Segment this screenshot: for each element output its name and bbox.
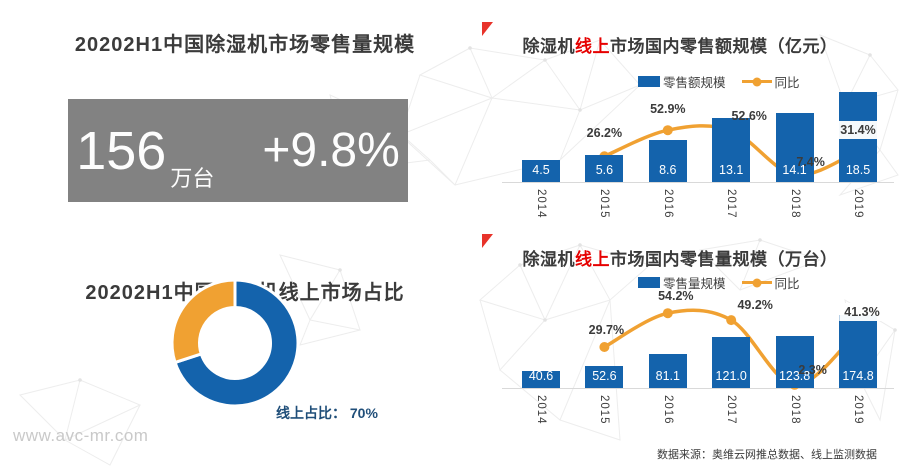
bar-value-label: 8.6 bbox=[659, 163, 677, 177]
trend-line-layer bbox=[599, 308, 863, 390]
legend: 零售额规模 同比 bbox=[638, 72, 800, 91]
bar-value-label: 18.5 bbox=[845, 163, 871, 177]
year-axis-label: 2019 bbox=[852, 395, 864, 425]
bar bbox=[839, 315, 877, 388]
retail-volume-chart: 除湿机线上市场国内零售量规模（万台） 零售量规模 同比 40.6 2014 52.6… bbox=[460, 234, 900, 458]
legend-bar-series: 零售量规模 bbox=[638, 273, 726, 292]
trend-dot bbox=[662, 308, 673, 319]
year-axis-label: 2019 bbox=[852, 189, 864, 219]
trend-pct-label: 54.2% bbox=[658, 289, 694, 304]
trend-dot bbox=[726, 315, 737, 326]
x-axis-line bbox=[502, 388, 894, 389]
market-volume-value: 156 bbox=[76, 120, 167, 181]
bar bbox=[712, 337, 751, 388]
donut-chart bbox=[170, 278, 300, 408]
trend-pct-label: 31.4% bbox=[835, 121, 881, 140]
year-axis-label: 2018 bbox=[788, 189, 801, 219]
line-dot-icon bbox=[752, 278, 762, 287]
trend-pct-label: 52.9% bbox=[650, 102, 686, 117]
trend-dot bbox=[662, 125, 673, 136]
market-growth-value: +9.8% bbox=[262, 123, 400, 177]
red-accent-icon bbox=[482, 22, 493, 36]
market-volume-title: 20202H1中国除湿机市场零售量规模 bbox=[74, 34, 416, 56]
bar bbox=[775, 336, 814, 388]
bar-value-label: 81.1 bbox=[655, 369, 680, 383]
legend-line-series: 同比 bbox=[741, 273, 800, 292]
bar-value-label: 121.0 bbox=[715, 369, 747, 383]
trend-pct-label: 2.3% bbox=[798, 362, 827, 377]
bar-value-label: 4.5 bbox=[532, 163, 550, 177]
year-axis-label: 2015 bbox=[598, 189, 611, 219]
line-series-swatch-icon bbox=[741, 278, 772, 287]
plot-area: 4.5 2014 5.6 2015 8.6 2016 13.1 2017 14.1 2018 18.… bbox=[460, 20, 900, 238]
bar-value-label: 5.6 bbox=[595, 163, 614, 177]
title-highlight: 线上 bbox=[575, 250, 610, 269]
year-axis-label: 2014 bbox=[535, 189, 547, 219]
legend-line-series: 同比 bbox=[741, 72, 800, 91]
title-suffix: 市场国内零售额规模（亿元） bbox=[610, 37, 838, 56]
legend-bar-label: 零售量规模 bbox=[663, 277, 726, 291]
chart-title: 除湿机线上市场国内零售额规模（亿元） bbox=[460, 32, 900, 57]
year-axis-label: 2016 bbox=[661, 189, 674, 219]
bar-value-label: 123.8 bbox=[778, 369, 811, 383]
bar-value-label: 40.6 bbox=[528, 369, 554, 383]
line-dot-icon bbox=[752, 77, 762, 86]
bar bbox=[585, 366, 624, 388]
trend-pct-label: 41.3% bbox=[839, 303, 885, 321]
donut-slice-线上 bbox=[173, 278, 300, 408]
retail-value-chart: 除湿机线上市场国内零售额规模（亿元） 零售额规模 同比 4.5 2014 5.6 20… bbox=[460, 20, 900, 238]
bar-value-label: 14.1 bbox=[782, 163, 807, 177]
data-source-note: 数据来源：奥维云网推总数据、线上监测数据 bbox=[657, 449, 877, 461]
year-axis-label: 2016 bbox=[661, 395, 674, 425]
trend-pct-label: 7.4% bbox=[796, 154, 825, 169]
watermark: www.avc-mr.com bbox=[13, 426, 149, 445]
bar bbox=[648, 140, 687, 182]
legend-line-label: 同比 bbox=[774, 76, 800, 90]
legend-bar-label: 零售额规模 bbox=[663, 76, 726, 90]
online-share-donut bbox=[148, 256, 322, 430]
market-volume-card: 156 万台 +9.8% bbox=[68, 99, 408, 202]
year-axis-label: 2014 bbox=[535, 395, 547, 425]
trend-pct-label: 26.2% bbox=[586, 126, 623, 141]
trend-pct-label: 29.7% bbox=[588, 323, 625, 337]
bar bbox=[522, 160, 560, 182]
year-axis-label: 2015 bbox=[598, 395, 611, 425]
bar-value-label: 13.1 bbox=[719, 163, 744, 177]
trend-dot bbox=[599, 342, 610, 352]
year-axis-label: 2017 bbox=[725, 395, 738, 425]
plot-area: 40.6 2014 52.6 2015 81.1 2016 121.0 2017 123.8 20… bbox=[460, 240, 900, 458]
bar bbox=[585, 155, 624, 182]
bar bbox=[522, 371, 560, 388]
bar-value-label: 174.8 bbox=[842, 369, 874, 383]
title-suffix: 市场国内零售量规模（万台） bbox=[610, 250, 838, 269]
trend-pct-label: 52.6% bbox=[731, 108, 767, 123]
trend-line-layer bbox=[599, 124, 863, 180]
year-axis-label: 2017 bbox=[725, 189, 738, 219]
title-highlight: 线上 bbox=[575, 37, 610, 56]
bar bbox=[712, 118, 751, 182]
legend-bar-series: 零售额规模 bbox=[638, 72, 726, 91]
bar-value-label: 52.6 bbox=[592, 369, 617, 383]
red-accent-icon bbox=[482, 234, 493, 248]
trend-pct-label: 49.2% bbox=[737, 298, 773, 313]
x-axis-line bbox=[502, 182, 894, 183]
year-axis-label: 2018 bbox=[788, 395, 801, 425]
bar bbox=[648, 354, 687, 388]
title-prefix: 除湿机 bbox=[522, 37, 575, 56]
market-volume-unit: 万台 bbox=[170, 165, 215, 191]
bar bbox=[775, 113, 814, 182]
donut-slice-其他 bbox=[170, 278, 237, 365]
legend: 零售量规模 同比 bbox=[638, 273, 800, 292]
title-prefix: 除湿机 bbox=[522, 250, 575, 269]
chart-title: 除湿机线上市场国内零售量规模（万台） bbox=[460, 245, 900, 270]
bar-series-swatch-icon bbox=[638, 277, 661, 288]
online-share-label: 线上占比： 70% bbox=[276, 405, 378, 421]
line-series-swatch-icon bbox=[741, 77, 772, 86]
legend-line-label: 同比 bbox=[774, 277, 800, 291]
bar-series-swatch-icon bbox=[638, 76, 661, 87]
